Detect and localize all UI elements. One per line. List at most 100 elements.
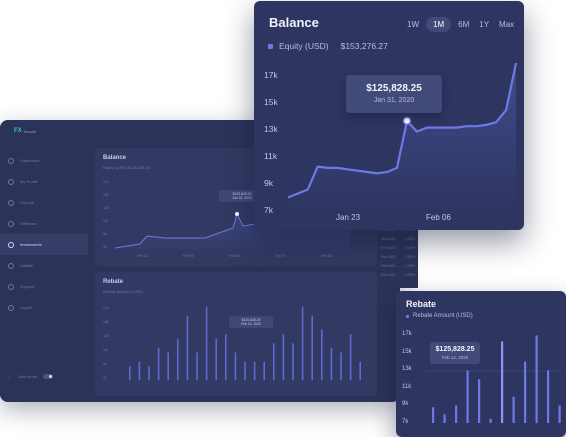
wallet-icon [8,199,14,206]
range-6m[interactable]: 6M [458,20,470,29]
mini-balance-legend-value: $125,828.25 [127,165,150,170]
range-1y[interactable]: 1Y [479,20,490,29]
sidebar-item-label: Investments [20,242,42,247]
sidebar-item-support[interactable]: Support [0,276,88,297]
rebate-bar [558,405,561,423]
mini-rebate-bar [196,352,198,380]
y-tick-label: 9k [103,232,107,236]
mini-rebate-bar [157,347,160,380]
mini-rebate-bar [186,315,189,380]
chart-icon [8,241,14,248]
mini-rebate-panel: Rebate Rebate Amount (USD) $125,828.25 F… [95,272,377,396]
mini-rebate-chart [129,306,361,380]
sidebar-item-withdraw[interactable]: Withdraw [0,213,88,234]
mini-rebate-bar [273,343,275,380]
mini-rebate-bar [234,352,237,380]
balance-legend-label: Equity (USD) [279,41,329,51]
x-tick-label: Feb 05 [183,254,194,258]
sidebar-item-label: Logout [20,305,33,310]
y-tick-label: 13k [264,124,278,135]
mini-rebate-bar [292,343,294,380]
rebate-bar [443,414,446,423]
table-row: Jan 2020 0.00% [378,228,418,237]
y-tick-label: 7k [103,376,107,380]
transactions-table: Jan 2020 0.00% Jan 2020 0.00% Feb 2020 0.00% F… [378,228,418,288]
y-tick-label: 15k [402,348,412,355]
y-tick-label: 7k [103,245,107,249]
mini-rebate-legend: Rebate Amount (USD) [103,289,143,294]
rebate-bar [501,341,504,423]
sidebar-item-deposit[interactable]: Deposit [0,192,88,213]
table-cell-date: Feb 2020 [381,273,396,277]
table-row: Jan 2020 0.00% [378,237,418,246]
rebate-tooltip-value: $125,828.25 [435,346,475,353]
mini-rebate-bar [215,338,217,380]
rebate-legend-swatch [406,314,409,318]
mini-balance-legend-label: Equity (USD) [103,165,127,170]
x-tick-label: Feb 08 [321,254,332,258]
rebate-tooltip: $125,828.25 Feb 14, 2020 [430,342,480,364]
y-tick-label: 15k [264,97,278,108]
y-tick-label: 9k [264,178,273,189]
sidebar-item-label: Affiliate [20,263,34,268]
rebate-legend-label: Rebate Amount (USD) [413,313,473,319]
balance-title: Balance [269,15,319,30]
sidebar-item-logout[interactable]: Logout [0,297,88,318]
table-row: Feb 2020 0.00% [378,255,418,264]
table-cell-value: 0.00% [405,264,415,268]
sidebar-item-investments[interactable]: Investments [0,234,88,255]
sidebar-item-my-profile[interactable]: My Profile [0,171,88,192]
y-tick-label: 11k [103,219,109,223]
balance-chart [287,62,518,211]
table-cell-value: 0.00% [405,273,415,277]
mini-rebate-bar [340,352,342,380]
y-tick-label: 17k [264,70,278,81]
mini-balance-marker [235,212,239,216]
sidebar-item-label: Deposit [20,200,34,205]
rebate-bar [489,418,492,423]
range-1w[interactable]: 1W [407,20,419,29]
rebate-bar [512,396,515,423]
range-1m[interactable]: 1M [426,17,452,32]
sidebar: FX finsuite Dashboard My Profile Deposit Wi… [0,120,88,402]
mini-rebate-bar [263,361,265,380]
y-tick-label: 17k [103,180,109,184]
rebate-card: Rebate Rebate Amount (USD) 17k 15k 13k 11k 9… [396,291,566,437]
mini-rebate-bar [138,361,141,380]
rebate-title: Rebate [406,299,437,309]
dark-mode-toggle-row: ☾ Dark mode [8,374,54,379]
y-tick-label: 17k [103,306,109,310]
y-tick-label: 15k [103,320,109,324]
range-max[interactable]: Max [499,20,515,29]
dark-mode-label: Dark mode [17,374,38,379]
table-cell-date: Jan 2020 [381,237,395,241]
mini-rebate-title: Rebate [103,279,124,285]
y-tick-label: 9k [103,362,107,366]
table-row: Feb 2020 0.00% [378,264,418,273]
table-row: Feb 2020 0.00% [378,246,418,255]
x-tick-label: Jan 23 [336,213,361,222]
balance-line [287,62,518,199]
sidebar-item-dashboard[interactable]: Dashboard [0,150,88,171]
rebate-legend: Rebate Amount (USD) [406,313,473,319]
mini-rebate-bar [282,334,285,380]
x-tick-label: Feb 06 [229,254,240,258]
logo-text: finsuite [23,128,37,134]
mini-rebate-bar [148,366,150,380]
balance-tooltip-date: Jan 31, 2020 [373,97,415,104]
dark-mode-toggle[interactable] [43,374,54,379]
balance-highlight-point [402,116,412,126]
sidebar-item-label: Support [20,284,35,289]
mini-rebate-bar [311,315,313,380]
mini-rebate-bar [177,338,179,380]
mini-rebate-tooltip-value: $125,828.25 [241,318,261,322]
rebate-bar [535,335,538,423]
x-tick-label: Feb 06 [426,213,451,222]
mini-rebate-bar [321,329,323,380]
sidebar-item-affiliate[interactable]: Affiliate [0,255,88,276]
x-tick-label: Feb 07 [275,254,286,258]
y-tick-label: 11k [103,348,109,352]
sidebar-item-label: My Profile [20,179,38,184]
rebate-tooltip-date: Feb 14, 2020 [441,355,469,360]
mini-rebate-bar [253,361,256,380]
